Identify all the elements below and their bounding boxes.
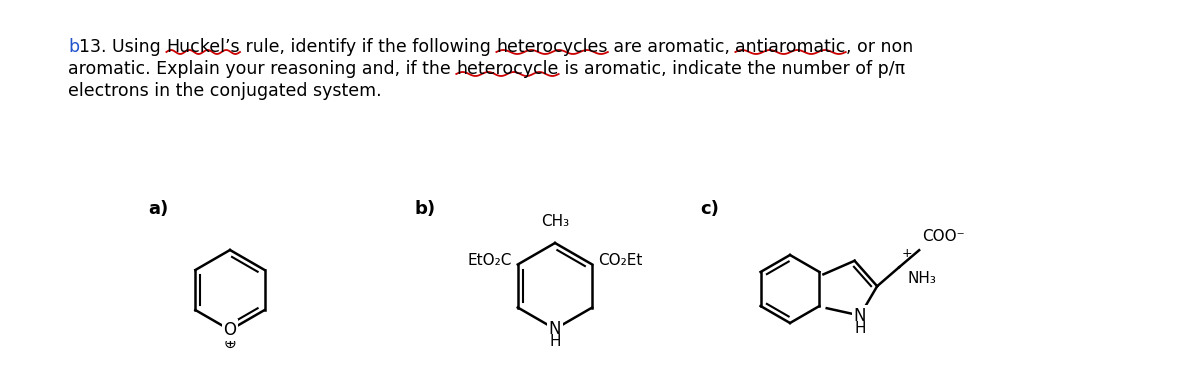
Text: antiaromatic: antiaromatic <box>736 38 846 56</box>
Text: O: O <box>223 321 236 339</box>
Text: is aromatic, indicate the number of p/π: is aromatic, indicate the number of p/π <box>559 60 905 78</box>
Text: ⊕: ⊕ <box>223 335 236 351</box>
Text: a): a) <box>148 200 168 218</box>
Text: are aromatic,: are aromatic, <box>608 38 736 56</box>
Text: heterocycles: heterocycles <box>497 38 608 56</box>
Text: b): b) <box>415 200 436 218</box>
Text: N: N <box>548 320 562 338</box>
Text: COO⁻: COO⁻ <box>922 229 965 244</box>
Text: CO₂Et: CO₂Et <box>599 253 643 268</box>
Text: rule, identify if the following: rule, identify if the following <box>240 38 497 56</box>
Text: EtO₂C: EtO₂C <box>467 253 511 268</box>
Text: 13. Using: 13. Using <box>79 38 167 56</box>
Text: c): c) <box>700 200 719 218</box>
Text: heterocycle: heterocycle <box>456 60 559 78</box>
Text: +: + <box>901 247 912 260</box>
Text: b: b <box>68 38 79 56</box>
Text: aromatic. Explain your reasoning and, if the: aromatic. Explain your reasoning and, if… <box>68 60 456 78</box>
Text: N: N <box>853 307 866 324</box>
Text: H: H <box>550 335 560 349</box>
Text: NH₃: NH₃ <box>907 271 936 286</box>
Text: electrons in the conjugated system.: electrons in the conjugated system. <box>68 82 382 100</box>
Text: , or non: , or non <box>846 38 913 56</box>
Text: H: H <box>854 321 865 336</box>
Text: CH₃: CH₃ <box>541 214 569 229</box>
Text: Huckel’s: Huckel’s <box>167 38 240 56</box>
